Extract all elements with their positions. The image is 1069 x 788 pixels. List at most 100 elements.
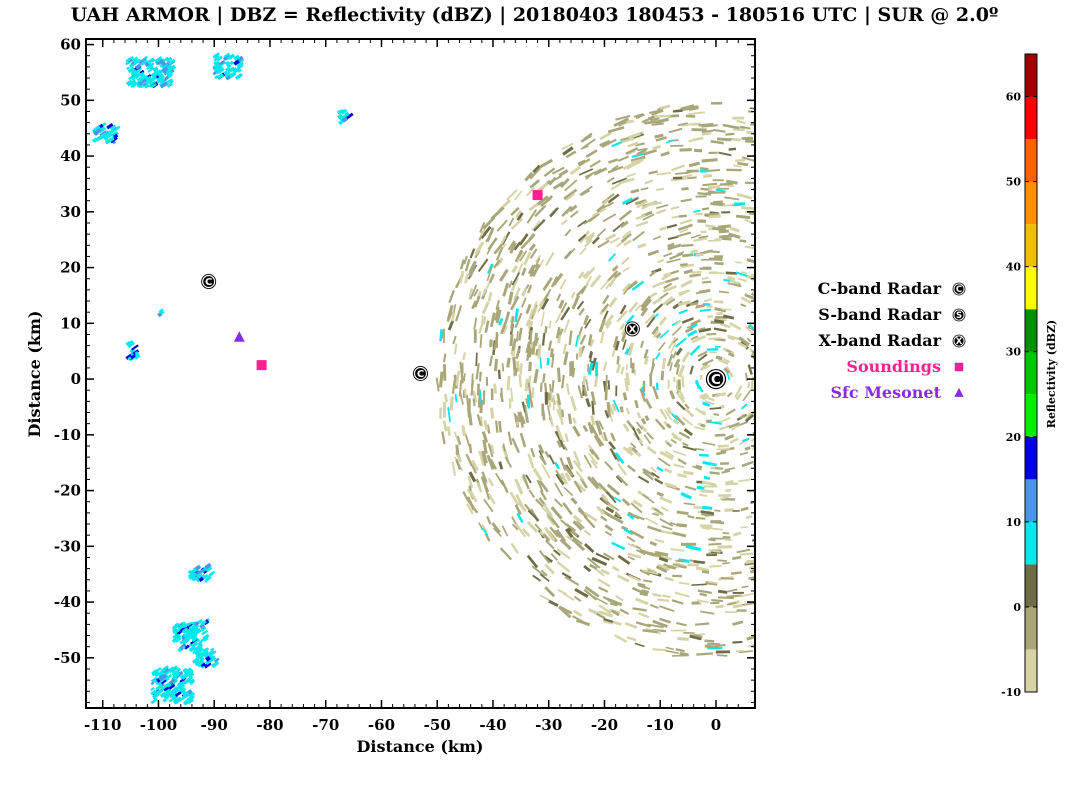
echo-gate [159,679,168,686]
echo-gate [127,356,132,361]
echo-gate [683,428,693,437]
legend-label: C-band Radar [818,279,942,298]
echo-gate [713,318,727,322]
echo-gate [620,233,632,243]
echo-gate [764,136,772,139]
echo-gate [464,273,469,284]
echo-gate [943,243,953,255]
echo-gate [865,212,877,222]
echo-gate [572,520,583,531]
echo-gate [595,361,599,377]
echo-gate [880,242,888,250]
legend-symbol [954,362,964,372]
echo-gate [820,153,828,158]
echo-gate [659,226,667,232]
echo-gate [707,397,715,402]
echo-gate [517,327,523,341]
echo-gate [915,220,924,229]
echo-gate [865,503,872,511]
echo-gate [511,338,517,351]
echo-gate [452,335,457,345]
echo-gate [578,347,583,358]
echo-gate [173,693,179,699]
echo-gate [653,313,659,319]
echo-gate [766,480,774,486]
echo-gate [744,181,755,185]
echo-gate [635,220,649,228]
echo-gate [843,453,853,464]
echo-gate [687,563,699,567]
echo-gate [698,327,712,333]
echo-gate [898,236,907,250]
echo-gate [635,214,647,220]
echo-gate [155,671,160,676]
echo-gate [691,336,703,344]
echo-gate [551,380,555,393]
echo-gate [827,468,838,480]
echo-gate [812,504,820,512]
echo-gate [655,136,667,142]
echo-gate [832,442,839,451]
svg-text:X: X [956,337,963,347]
echo-gate [583,529,592,537]
echo-gate [540,298,550,310]
echo-gate [670,412,679,421]
echo-gate [610,432,616,442]
c-band-radar-marker: C [705,368,727,390]
echo-gate [898,188,908,201]
echo-gate [463,255,468,265]
echo-gate [466,503,474,515]
echo-gate [955,407,958,422]
y-tick-label: 50 [60,91,81,109]
echo-gate [98,132,107,140]
echo-gate [500,320,508,335]
echo-gate [478,318,486,334]
echo-gate [479,391,482,403]
echo-gate [793,254,803,261]
axes-layer: -110 -100 -90 -80 -70 -60 -50 -40 -30 -20 -10 06050… [54,36,755,734]
echo-gate [732,531,742,537]
echo-gate [171,637,178,644]
echo-gate [577,234,587,242]
echo-gate [735,271,748,278]
echo-gate [565,150,577,159]
echo-gate [549,348,554,358]
echo-gate [540,197,552,207]
echo-gate [941,494,952,508]
echo-gate [213,57,218,62]
echo-gate [714,643,726,648]
echo-gate [936,442,941,452]
echo-gate [810,373,813,384]
echo-gate [788,478,800,490]
colorbar-bin [1025,309,1037,352]
echo-gate [777,437,787,449]
echo-gate [470,459,479,472]
echo-gate [771,128,786,133]
echo-gate [733,164,742,168]
echo-gate [939,413,942,424]
echo-gate [340,108,348,115]
echo-gate [706,332,717,336]
echo-gate [932,535,941,547]
echo-gate [521,287,528,297]
echo-gate [561,205,573,218]
echo-gate [498,461,504,470]
echo-gate [702,174,713,179]
echo-gate [899,220,908,231]
echo-gate [163,686,170,692]
x-tick-label: -110 [84,716,122,734]
echo-gate [838,324,843,331]
echo-gate [842,263,848,271]
echo-gate [732,620,744,626]
echo-gate [666,223,678,229]
echo-gate [494,306,500,321]
echo-gate [537,444,545,454]
echo-gate [661,357,667,370]
echo-gate [235,72,243,80]
echo-gate [532,306,538,316]
echo-gate [942,432,947,448]
echo-gate [585,379,589,392]
echo-gate [653,507,664,516]
echo-gate [715,650,731,654]
colorbar-bin [1025,266,1037,310]
